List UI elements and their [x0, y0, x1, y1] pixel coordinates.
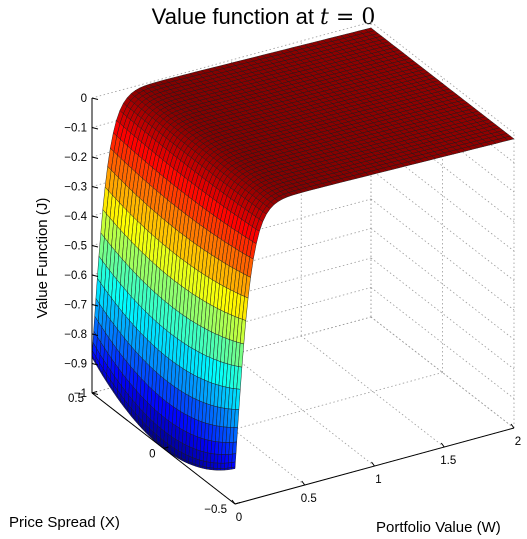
- axes: 0−0.1−0.2−0.3−0.4−0.5−0.6−0.7−0.8−0.9−10…: [64, 93, 521, 524]
- z-tick-label: −0.1: [64, 123, 87, 135]
- z-tick-mark: [91, 156, 99, 159]
- surface-patch: [227, 467, 232, 471]
- z-axis-label: Value Function (J): [34, 198, 51, 319]
- z-tick-mark: [91, 215, 99, 218]
- surface-patch: [216, 468, 222, 471]
- z-tick-mark: [91, 186, 99, 189]
- surface-patch: [213, 467, 218, 471]
- z-tick-label: −0.3: [64, 182, 87, 194]
- z-tick-mark: [91, 304, 99, 307]
- z-tick-mark: [91, 392, 99, 395]
- z-tick-label: 0: [81, 93, 87, 105]
- surface-patch: [224, 467, 229, 471]
- surface-patch: [231, 453, 237, 463]
- title-prefix: Value function at: [151, 4, 321, 29]
- y-tick-mark: [440, 442, 445, 448]
- y-tick-mark: [371, 461, 375, 467]
- surface-patch: [209, 462, 215, 469]
- y-axis-label: Portfolio Value (W): [376, 519, 501, 536]
- x-tick-mark: [163, 446, 169, 449]
- z-tick-label: −0.7: [64, 300, 87, 312]
- surface-patch: [232, 441, 237, 455]
- z-tick-label: −0.6: [64, 270, 87, 282]
- x-tick-mark: [91, 391, 98, 394]
- surface-patch: [206, 461, 211, 469]
- labels: Value Function (J) Price Spread (X) Port…: [9, 198, 501, 536]
- surface-patch: [232, 426, 238, 443]
- surface-patch: [206, 466, 211, 470]
- surface-patch: [231, 466, 236, 470]
- y-tick-label: 0: [236, 512, 242, 524]
- y-tick-label: 1: [375, 474, 381, 486]
- surface-patch: [213, 462, 218, 469]
- x-tick-mark: [234, 502, 241, 505]
- y-tick-label: 2: [515, 436, 521, 448]
- x-tick-label: 0.5: [68, 393, 84, 405]
- z-tick-mark: [91, 363, 99, 366]
- y-tick-mark: [301, 480, 306, 486]
- z-tick-label: −1: [74, 388, 87, 400]
- grid-line: [91, 21, 372, 99]
- surface-patch: [202, 466, 207, 470]
- chart-title: Value function at t = 0: [0, 4, 527, 30]
- z-tick-mark: [91, 127, 99, 130]
- z-tick-label: −0.4: [64, 211, 87, 223]
- surface-patch: [220, 462, 225, 469]
- z-tick-mark: [91, 274, 99, 277]
- x-tick-label: −0.5: [204, 504, 227, 516]
- z-tick-mark: [91, 333, 99, 336]
- y-tick-label: 1.5: [440, 455, 456, 467]
- surface-patch: [216, 462, 222, 469]
- z-tick-label: −0.2: [64, 152, 87, 164]
- z-tick-label: −0.8: [64, 329, 87, 341]
- x-axis-label: Price Spread (X): [9, 514, 120, 531]
- title-value: 0: [361, 5, 376, 30]
- surface-patch: [224, 462, 229, 469]
- z-tick-mark: [91, 245, 99, 248]
- title-variable: t: [320, 5, 329, 30]
- surface-patch: [220, 468, 225, 471]
- surface-patch: [209, 467, 214, 471]
- z-tick-mark: [91, 97, 99, 100]
- title-equals: =: [328, 5, 362, 30]
- y-tick-mark: [231, 499, 236, 505]
- z-tick-label: −0.9: [64, 359, 87, 371]
- y-tick-mark: [510, 423, 515, 429]
- surface: [91, 27, 515, 471]
- surface-patch: [202, 460, 208, 468]
- z-tick-label: −0.5: [64, 241, 87, 253]
- x-tick-label: 0: [149, 449, 155, 461]
- y-tick-label: 0.5: [301, 493, 317, 505]
